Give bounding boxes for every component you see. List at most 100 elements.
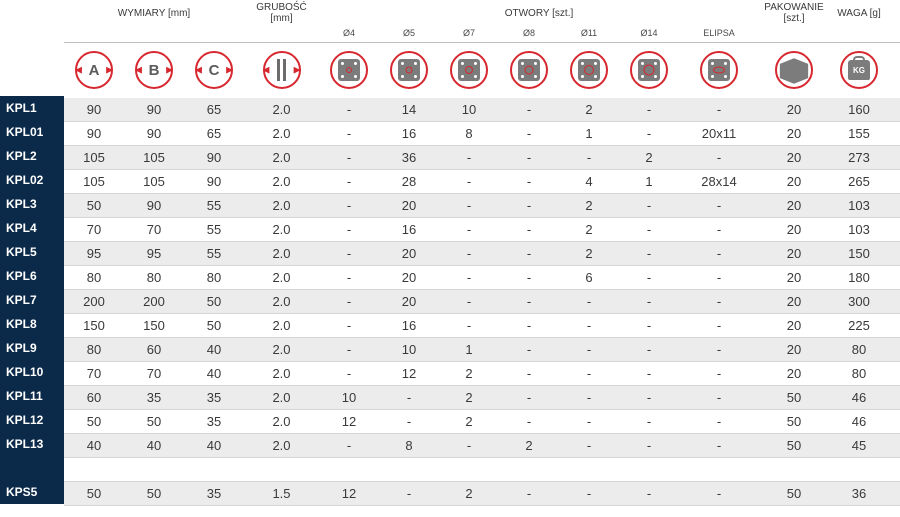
table-row: 4040402.0-8-2---5045 (64, 434, 900, 458)
cell-waga: 46 (829, 414, 889, 429)
cell-a: 70 (64, 366, 124, 381)
cell-o7: 2 (439, 390, 499, 405)
group-pakowanie: PAKOWANIE [szt.] (759, 2, 829, 24)
hole-o7-icon (450, 51, 488, 89)
cell-o14: - (619, 342, 679, 357)
cell-o5: - (379, 486, 439, 501)
cell-c: 55 (184, 198, 244, 213)
cell-o11: - (559, 414, 619, 429)
row-id-label: KPL6 (0, 264, 64, 288)
cell-b: 90 (124, 198, 184, 213)
cell-elipsa: - (679, 222, 759, 237)
cell-thick: 2.0 (244, 126, 319, 141)
icon-header-row: ◀A▶ ◀B▶ ◀C▶ ◀ ▶ (64, 46, 900, 94)
data-rows-kps: 5050351.512-2----5036 (64, 482, 900, 506)
cell-o14: - (619, 246, 679, 261)
cell-b: 200 (124, 294, 184, 309)
dim-c-icon: ◀C▶ (195, 51, 233, 89)
row-id-label: KPL13 (0, 432, 64, 456)
row-id-label: KPL8 (0, 312, 64, 336)
cell-o5: 14 (379, 102, 439, 117)
cell-o14: - (619, 438, 679, 453)
cell-a: 90 (64, 102, 124, 117)
cell-c: 55 (184, 222, 244, 237)
cell-c: 55 (184, 246, 244, 261)
column-header-row: Ø4 Ø5 Ø7 Ø8 Ø11 Ø14 ELIPSA (64, 24, 900, 42)
cell-o11: 4 (559, 174, 619, 189)
thickness-icon: ◀ ▶ (263, 51, 301, 89)
cell-pak: 20 (759, 102, 829, 117)
cell-o11: - (559, 342, 619, 357)
col-o5: Ø5 (379, 28, 439, 38)
col-o8: Ø8 (499, 28, 559, 38)
cell-pak: 20 (759, 270, 829, 285)
row-id-label: KPS5 (0, 480, 64, 504)
cell-c: 90 (184, 150, 244, 165)
table-row: 7070402.0-122----2080 (64, 362, 900, 386)
cell-c: 50 (184, 294, 244, 309)
cell-a: 105 (64, 150, 124, 165)
cell-thick: 2.0 (244, 438, 319, 453)
table-row: 9595552.0-20--2--20150 (64, 242, 900, 266)
cell-o5: 10 (379, 342, 439, 357)
cell-o8: - (499, 174, 559, 189)
cell-elipsa: - (679, 414, 759, 429)
cell-o11: 2 (559, 102, 619, 117)
cell-o5: 20 (379, 198, 439, 213)
cell-pak: 20 (759, 222, 829, 237)
cell-b: 105 (124, 150, 184, 165)
cell-o7: - (439, 222, 499, 237)
row-id-label: KPL1 (0, 96, 64, 120)
group-grubosc: GRUBOŚĆ [mm] (244, 2, 319, 24)
col-o11: Ø11 (559, 28, 619, 38)
cell-o7: 2 (439, 486, 499, 501)
cell-pak: 20 (759, 318, 829, 333)
cell-c: 35 (184, 414, 244, 429)
cell-thick: 2.0 (244, 390, 319, 405)
table-row: 5050352.012-2----5046 (64, 410, 900, 434)
cell-waga: 150 (829, 246, 889, 261)
cell-o8: - (499, 414, 559, 429)
cell-c: 80 (184, 270, 244, 285)
cell-b: 90 (124, 126, 184, 141)
cell-o14: - (619, 222, 679, 237)
cell-elipsa: 28x14 (679, 174, 759, 189)
group-header-row: WYMIARY [mm] GRUBOŚĆ [mm] OTWORY [szt.] … (64, 2, 900, 24)
cell-thick: 1.5 (244, 486, 319, 501)
row-id-label: KPL3 (0, 192, 64, 216)
cell-o14: - (619, 390, 679, 405)
cell-thick: 2.0 (244, 222, 319, 237)
cell-o8: - (499, 294, 559, 309)
cell-o4: - (319, 438, 379, 453)
table-row: 200200502.0-20-----20300 (64, 290, 900, 314)
row-id-label: KPL11 (0, 384, 64, 408)
hole-o14-icon (630, 51, 668, 89)
cell-pak: 20 (759, 126, 829, 141)
cell-o8: - (499, 126, 559, 141)
cell-pak: 50 (759, 390, 829, 405)
cell-elipsa: - (679, 246, 759, 261)
col-o7: Ø7 (439, 28, 499, 38)
cell-o8: - (499, 366, 559, 381)
cell-o11: 2 (559, 198, 619, 213)
cell-o11: 2 (559, 222, 619, 237)
cell-o14: - (619, 414, 679, 429)
cell-o11: - (559, 390, 619, 405)
cell-o11: - (559, 438, 619, 453)
cell-o8: - (499, 246, 559, 261)
row-id-label: KPL5 (0, 240, 64, 264)
cell-pak: 20 (759, 342, 829, 357)
cell-a: 50 (64, 486, 124, 501)
cell-o14: - (619, 102, 679, 117)
cell-o14: - (619, 126, 679, 141)
col-o4: Ø4 (319, 28, 379, 38)
cell-pak: 20 (759, 174, 829, 189)
cell-o8: - (499, 198, 559, 213)
cell-pak: 50 (759, 438, 829, 453)
cell-o11: - (559, 318, 619, 333)
cell-o5: 16 (379, 318, 439, 333)
cell-a: 80 (64, 342, 124, 357)
cell-waga: 180 (829, 270, 889, 285)
cell-pak: 20 (759, 366, 829, 381)
cell-o5: 20 (379, 294, 439, 309)
